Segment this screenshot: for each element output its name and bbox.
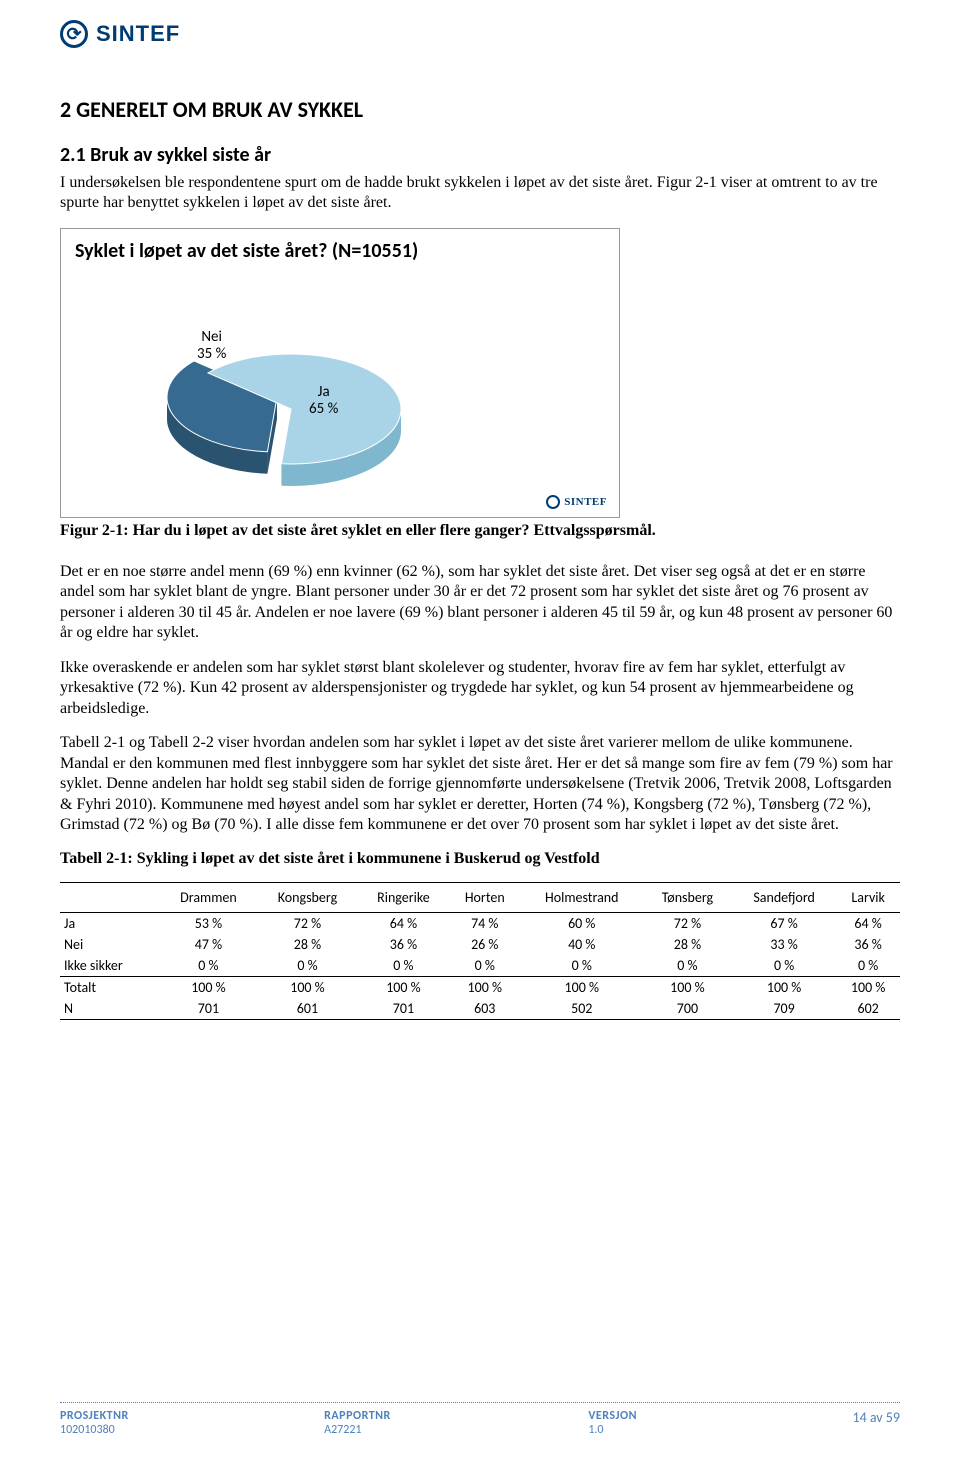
footer-version-value: 1.0 <box>588 1423 852 1437</box>
footer-project-value: 102010380 <box>60 1423 324 1437</box>
table-cell: 47 % <box>160 934 257 955</box>
body-paragraph-2: Ikke overaskende er andelen som har sykl… <box>60 658 900 719</box>
chart-brand-mark: SINTEF <box>546 495 607 509</box>
table-cell: 67 % <box>732 912 836 934</box>
footer-report-label: RAPPORTNR <box>324 1409 588 1423</box>
table-cell: 36 % <box>836 934 900 955</box>
table-cell: 100 % <box>836 976 900 998</box>
table-cell: 72 % <box>643 912 732 934</box>
brand-logo-text: SINTEF <box>96 21 180 47</box>
table-cell: 74 % <box>449 912 521 934</box>
table-cell: 0 % <box>358 955 449 977</box>
table-row: Ikke sikker0 %0 %0 %0 %0 %0 %0 %0 % <box>60 955 900 977</box>
subsection-heading: 2.1 Bruk av sykkel siste år <box>60 143 900 167</box>
table-col-header: Larvik <box>836 882 900 912</box>
brand-logo: ⟳ SINTEF <box>60 20 900 48</box>
chart-title: Syklet i løpet av det siste året? (N=105… <box>75 239 418 263</box>
table-cell: 100 % <box>257 976 358 998</box>
table-header-blank <box>60 882 160 912</box>
section-heading: 2 GENERELT OM BRUK AV SYKKEL <box>60 96 900 123</box>
table-cell: 0 % <box>836 955 900 977</box>
brand-logo-mark-small <box>546 495 560 509</box>
table-row: Nei47 %28 %36 %26 %40 %28 %33 %36 % <box>60 934 900 955</box>
footer-project-label: PROSJEKTNR <box>60 1409 324 1423</box>
table-cell: 100 % <box>160 976 257 998</box>
table-row: Totalt100 %100 %100 %100 %100 %100 %100 … <box>60 976 900 998</box>
table-cell: 701 <box>160 998 257 1020</box>
table-cell: 64 % <box>358 912 449 934</box>
table-row: Ja53 %72 %64 %74 %60 %72 %67 %64 % <box>60 912 900 934</box>
table-cell: 100 % <box>732 976 836 998</box>
table-cell: 64 % <box>836 912 900 934</box>
table-col-header: Ringerike <box>358 882 449 912</box>
footer-report-value: A27221 <box>324 1423 588 1437</box>
table-row-label: Totalt <box>60 976 160 998</box>
table-cell: 100 % <box>449 976 521 998</box>
table-cell: 601 <box>257 998 358 1020</box>
figure-caption: Figur 2-1: Har du i løpet av det siste å… <box>60 522 900 540</box>
table-row-label: N <box>60 998 160 1020</box>
table-cell: 60 % <box>521 912 643 934</box>
table-cell: 709 <box>732 998 836 1020</box>
table-cell: 603 <box>449 998 521 1020</box>
table-cell: 53 % <box>160 912 257 934</box>
table-header-row: Drammen Kongsberg Ringerike Horten Holme… <box>60 882 900 912</box>
table-cell: 0 % <box>160 955 257 977</box>
table-col-header: Drammen <box>160 882 257 912</box>
footer-col-version: VERSJON 1.0 <box>588 1409 852 1437</box>
table-col-header: Holmestrand <box>521 882 643 912</box>
table-cell: 26 % <box>449 934 521 955</box>
footer-page-number: 14 av 59 <box>852 1409 900 1437</box>
table-cell: 502 <box>521 998 643 1020</box>
footer-version-label: VERSJON <box>588 1409 852 1423</box>
body-paragraph-1: Det er en noe større andel menn (69 %) e… <box>60 562 900 644</box>
pie-chart: Nei 35 % Ja 65 % <box>161 319 421 489</box>
table-cell: 28 % <box>257 934 358 955</box>
table-col-header: Tønsberg <box>643 882 732 912</box>
table-cell: 40 % <box>521 934 643 955</box>
table-cell: 100 % <box>521 976 643 998</box>
table-row-label: Ja <box>60 912 160 934</box>
intro-paragraph: I undersøkelsen ble respondentene spurt … <box>60 173 900 214</box>
footer-col-project: PROSJEKTNR 102010380 <box>60 1409 324 1437</box>
pie-label-ja: Ja 65 % <box>309 384 338 419</box>
table-cell: 72 % <box>257 912 358 934</box>
table-col-header: Horten <box>449 882 521 912</box>
table-cell: 33 % <box>732 934 836 955</box>
pie-label-ja-pct: 65 % <box>309 400 338 418</box>
table-cell: 100 % <box>643 976 732 998</box>
data-table: Drammen Kongsberg Ringerike Horten Holme… <box>60 882 900 1020</box>
pie-label-nei-name: Nei <box>201 328 222 346</box>
table-col-header: Kongsberg <box>257 882 358 912</box>
table-row-label: Nei <box>60 934 160 955</box>
pie-chart-figure: Syklet i løpet av det siste året? (N=105… <box>60 228 620 518</box>
table-cell: 0 % <box>449 955 521 977</box>
table-cell: 0 % <box>732 955 836 977</box>
table-col-header: Sandefjord <box>732 882 836 912</box>
brand-logo-text-small: SINTEF <box>564 496 607 508</box>
page-footer: PROSJEKTNR 102010380 RAPPORTNR A27221 VE… <box>60 1402 900 1437</box>
pie-label-ja-name: Ja <box>318 383 330 401</box>
table-cell: 36 % <box>358 934 449 955</box>
table-cell: 100 % <box>358 976 449 998</box>
table-cell: 602 <box>836 998 900 1020</box>
pie-label-nei-pct: 35 % <box>197 345 226 363</box>
body-paragraph-3: Tabell 2-1 og Tabell 2-2 viser hvordan a… <box>60 733 900 835</box>
table-cell: 0 % <box>643 955 732 977</box>
brand-logo-mark: ⟳ <box>60 20 88 48</box>
pie-label-nei: Nei 35 % <box>197 329 226 364</box>
table-cell: 700 <box>643 998 732 1020</box>
table-cell: 701 <box>358 998 449 1020</box>
table-cell: 0 % <box>521 955 643 977</box>
table-cell: 0 % <box>257 955 358 977</box>
footer-col-report: RAPPORTNR A27221 <box>324 1409 588 1437</box>
table-row: N701601701603502700709602 <box>60 998 900 1020</box>
table-cell: 28 % <box>643 934 732 955</box>
table-row-label: Ikke sikker <box>60 955 160 977</box>
table-caption: Tabell 2-1: Sykling i løpet av det siste… <box>60 850 900 868</box>
